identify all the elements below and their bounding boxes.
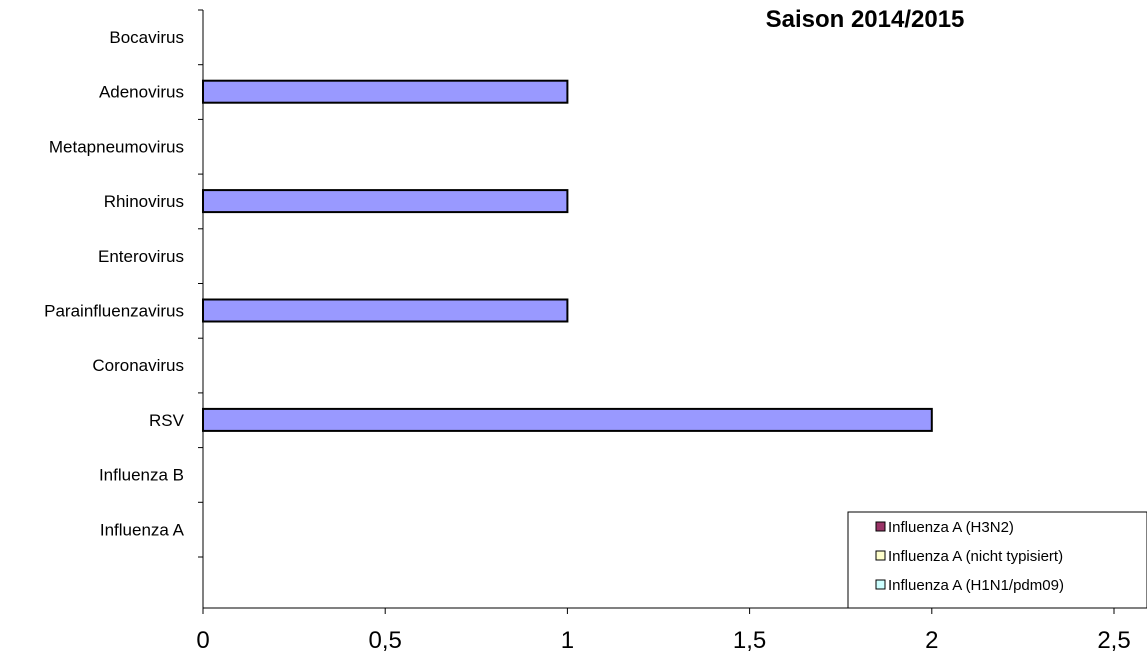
bar-parainfluenzavirus xyxy=(202,298,569,323)
bar-adenovirus xyxy=(202,79,569,104)
x-tick-label: 1 xyxy=(561,627,574,654)
category-label: Influenza B xyxy=(99,466,184,485)
category-label: Metapneumovirus xyxy=(49,137,184,156)
category-label: Bocavirus xyxy=(109,28,184,47)
category-label: Parainfluenzavirus xyxy=(44,302,184,321)
x-tick-label: 0,5 xyxy=(369,627,402,654)
legend-label: Influenza A (nicht typisiert) xyxy=(888,548,1063,565)
legend-label: Influenza A (H1N1/pdm09) xyxy=(888,577,1064,594)
bar-rhinovirus xyxy=(202,189,569,214)
category-label: Coronavirus xyxy=(92,356,184,375)
bar-rsv xyxy=(202,407,933,432)
legend-swatch xyxy=(875,579,886,590)
legend-swatch xyxy=(875,521,886,532)
category-labels: Bocavirus Adenovirus Metapneumovirus Rhinov… xyxy=(44,28,185,539)
chart-title: Saison 2014/2015 xyxy=(766,6,965,33)
category-label: Adenovirus xyxy=(99,83,184,102)
x-tick-label: 0 xyxy=(196,627,209,654)
legend-label: Influenza A (H3N2) xyxy=(888,519,1014,536)
legend-box xyxy=(847,511,1147,609)
category-label: RSV xyxy=(149,411,185,430)
category-label: Influenza A xyxy=(100,520,185,539)
x-tick-labels: 0 0,5 1 1,5 2 2,5 xyxy=(196,627,1130,654)
legend: Influenza A (H3N2) Influenza A (nicht typ… xyxy=(847,511,1147,609)
x-tick-label: 1,5 xyxy=(733,627,766,654)
bars-layer xyxy=(202,79,933,432)
category-label: Rhinovirus xyxy=(104,192,184,211)
x-tick-label: 2 xyxy=(925,627,938,654)
legend-swatch xyxy=(875,550,886,561)
category-label: Enterovirus xyxy=(98,247,184,266)
x-tick-label: 2,5 xyxy=(1097,627,1130,654)
